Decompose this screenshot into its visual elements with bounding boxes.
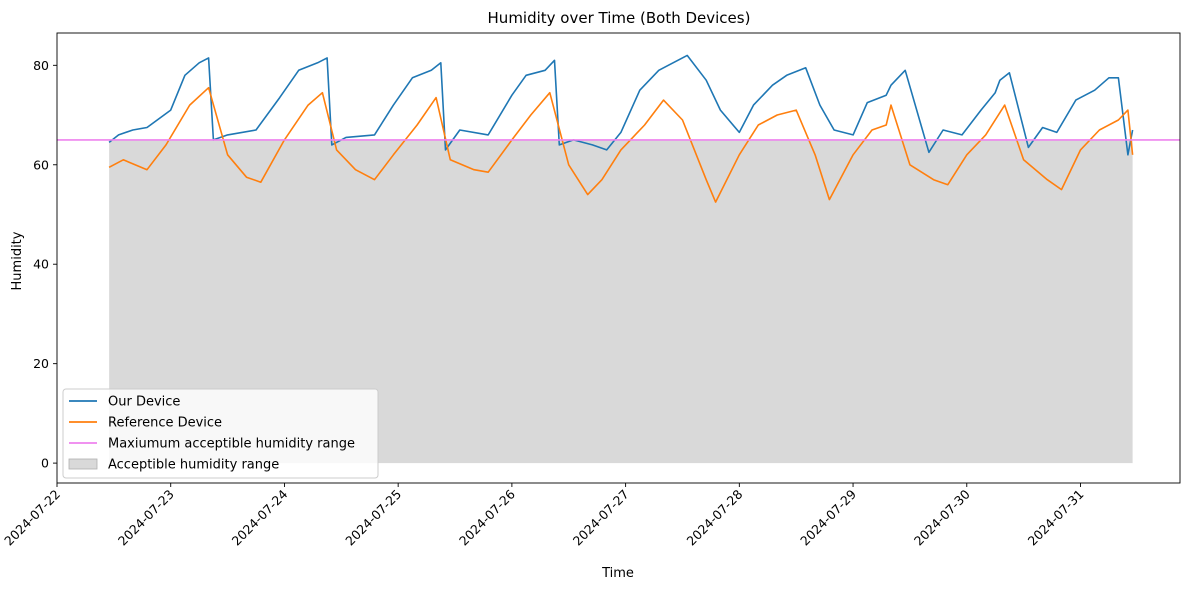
y-tick-label: 40: [33, 257, 49, 272]
x-tick-label: 2024-07-23: [115, 487, 177, 549]
y-axis: 0 20 40 60 80: [33, 58, 57, 471]
x-tick-label: 2024-07-25: [342, 487, 404, 549]
y-axis-label: Humidity: [10, 231, 25, 290]
x-tick-label: 2024-07-27: [570, 487, 632, 549]
x-axis-label: Time: [601, 566, 634, 581]
legend-entry-threshold-label: Maxiumum acceptible humidity range: [108, 437, 355, 452]
x-tick-label: 2024-07-28: [683, 486, 745, 548]
legend-entry-reference-device-label: Reference Device: [108, 416, 222, 431]
legend-entry-band-swatch: [68, 458, 98, 470]
legend-entry-our-device-label: Our Device: [108, 395, 180, 410]
y-tick-label: 20: [33, 356, 49, 371]
x-tick-label: 2024-07-29: [797, 486, 859, 548]
legend-entry-band-label: Acceptible humidity range: [108, 458, 279, 473]
x-tick-label: 2024-07-26: [456, 486, 518, 548]
y-tick-label: 80: [33, 58, 49, 73]
x-tick-label: 2024-07-22: [1, 487, 63, 549]
y-tick-label: 60: [33, 157, 49, 172]
legend: Our Device Reference Device Maxiumum accep…: [62, 388, 379, 479]
plot-frame: [56, 32, 1181, 484]
series-line-our-device: [108, 54, 1134, 156]
chart-title: Humidity over Time (Both Devices): [488, 9, 751, 27]
legend-box: [62, 388, 379, 479]
x-tick-label: 2024-07-24: [229, 486, 291, 548]
x-tick-label: 2024-07-31: [1025, 487, 1087, 549]
x-tick-label: 2024-07-30: [911, 486, 973, 548]
series-line-reference-device: [108, 86, 1134, 203]
x-axis: 2024-07-22 2024-07-23 2024-07-24 2024-07-25…: [1, 483, 1087, 549]
y-tick-label: 0: [41, 456, 49, 471]
